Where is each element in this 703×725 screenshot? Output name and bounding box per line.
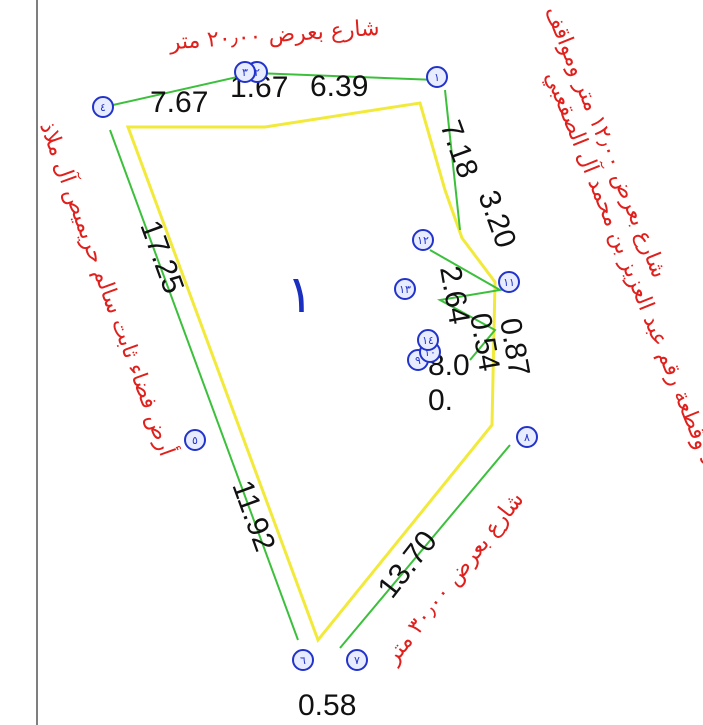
- node: ٤: [92, 96, 114, 118]
- dimension: 17.25: [133, 216, 190, 298]
- node-label: ٩: [415, 354, 421, 367]
- dimension: 3.20: [471, 186, 522, 252]
- node-circle: [92, 96, 114, 118]
- node-label: ٤: [100, 101, 106, 114]
- street-label: شارع بعرض ٢٠٫٠٠ متر: [168, 16, 381, 56]
- node-circle: [426, 66, 448, 88]
- node-circle: [184, 429, 206, 451]
- node-label: ٥: [192, 434, 198, 447]
- node-label: ١٢: [417, 234, 429, 247]
- node-label: ١٠: [424, 346, 436, 359]
- node: ١٤: [417, 329, 439, 351]
- node: ١٣: [394, 278, 416, 300]
- dimension: 6.39: [310, 70, 368, 103]
- dimension: 0.: [428, 384, 453, 417]
- node: ٨: [516, 426, 538, 448]
- node-label: ٨: [524, 431, 530, 444]
- node: ٦: [292, 649, 314, 671]
- node-label: ١: [434, 71, 440, 84]
- node-label: ١١: [503, 276, 515, 289]
- node-circle: [412, 229, 434, 251]
- node-label: ٧: [354, 654, 360, 667]
- node-label: ٢: [254, 66, 260, 79]
- node: ١٢: [412, 229, 434, 251]
- node-label: ٣: [242, 66, 248, 79]
- dimension: 7.67: [150, 86, 208, 119]
- neighbor-label: الحد وقطعة رقم عبد العزيز بن محمد آل الص…: [539, 67, 703, 495]
- node: ٧: [346, 649, 368, 671]
- node-circle: [292, 649, 314, 671]
- parcel-boundary: [125, 101, 497, 643]
- node-label: ١٤: [422, 334, 434, 347]
- node-circle: [498, 271, 520, 293]
- node-circle: [394, 278, 416, 300]
- dimension: 0.58: [298, 689, 356, 722]
- node: ١١: [498, 271, 520, 293]
- node-circle: [516, 426, 538, 448]
- node: ١: [426, 66, 448, 88]
- node-label: ٦: [300, 654, 306, 667]
- node-label: ١٣: [399, 283, 411, 296]
- node: ٣: [234, 61, 256, 83]
- node: ٥: [184, 429, 206, 451]
- node-circle: [346, 649, 368, 671]
- node-circle: [234, 61, 256, 83]
- parcel-label: ١: [286, 265, 314, 325]
- node-circle: [417, 329, 439, 351]
